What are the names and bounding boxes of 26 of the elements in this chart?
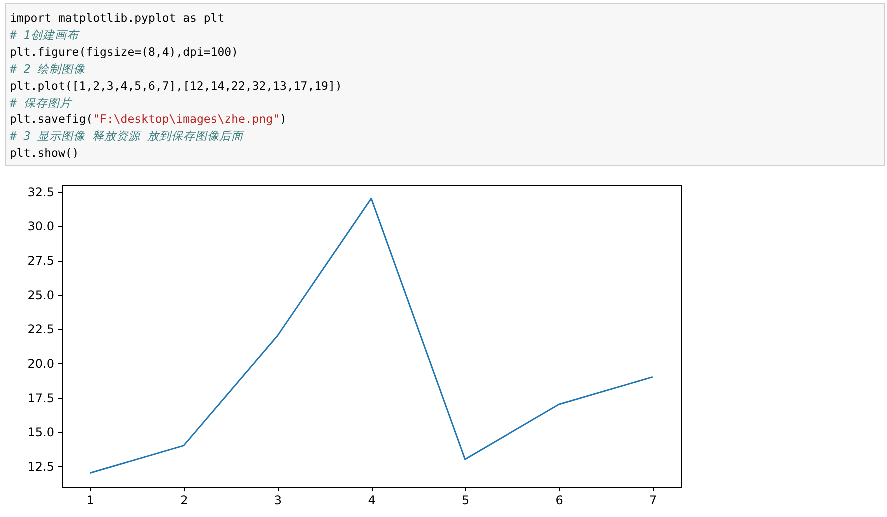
text: # 保存图片 <box>10 94 74 112</box>
y-tick-label: 20.0 <box>28 356 54 371</box>
text: # 1创建画布 <box>10 26 81 44</box>
text: plt.show() <box>10 146 80 160</box>
text: # 2 绘制图像 <box>10 60 87 78</box>
x-tick-label: 2 <box>180 494 188 508</box>
x-tick-label: 3 <box>274 494 282 508</box>
y-tick-label: 22.5 <box>28 322 54 337</box>
text: import matplotlib.pyplot as plt <box>10 11 225 25</box>
y-tick-label: 25.0 <box>28 288 54 302</box>
y-tick-label: 30.0 <box>28 220 54 234</box>
y-tick-label: 17.5 <box>28 391 54 406</box>
x-tick-label: 4 <box>368 494 376 508</box>
x-tick-label: 6 <box>556 494 564 508</box>
text: plt.figure(figsize=(8,4),dpi=100) <box>10 44 238 59</box>
y-tick-label: 12.5 <box>28 460 54 474</box>
x-tick-label: 5 <box>462 494 470 508</box>
line-series <box>89 198 654 474</box>
x-tick-label: 7 <box>650 494 658 508</box>
y-tick-label: 27.5 <box>28 254 54 268</box>
y-tick-label: 15.0 <box>28 426 54 440</box>
y-tick-label: 32.5 <box>28 185 54 200</box>
text: plt.plot([1,2,3,4,5,6,7],[12,14,22,32,13,17,19]) <box>10 78 342 93</box>
text: plt.savefig("F:\desktop\images\zhe.png") <box>10 112 287 126</box>
text: # 3 显示图像 释放资源 放到保存图像后面 <box>10 128 246 146</box>
x-tick-label: 1 <box>86 494 94 508</box>
